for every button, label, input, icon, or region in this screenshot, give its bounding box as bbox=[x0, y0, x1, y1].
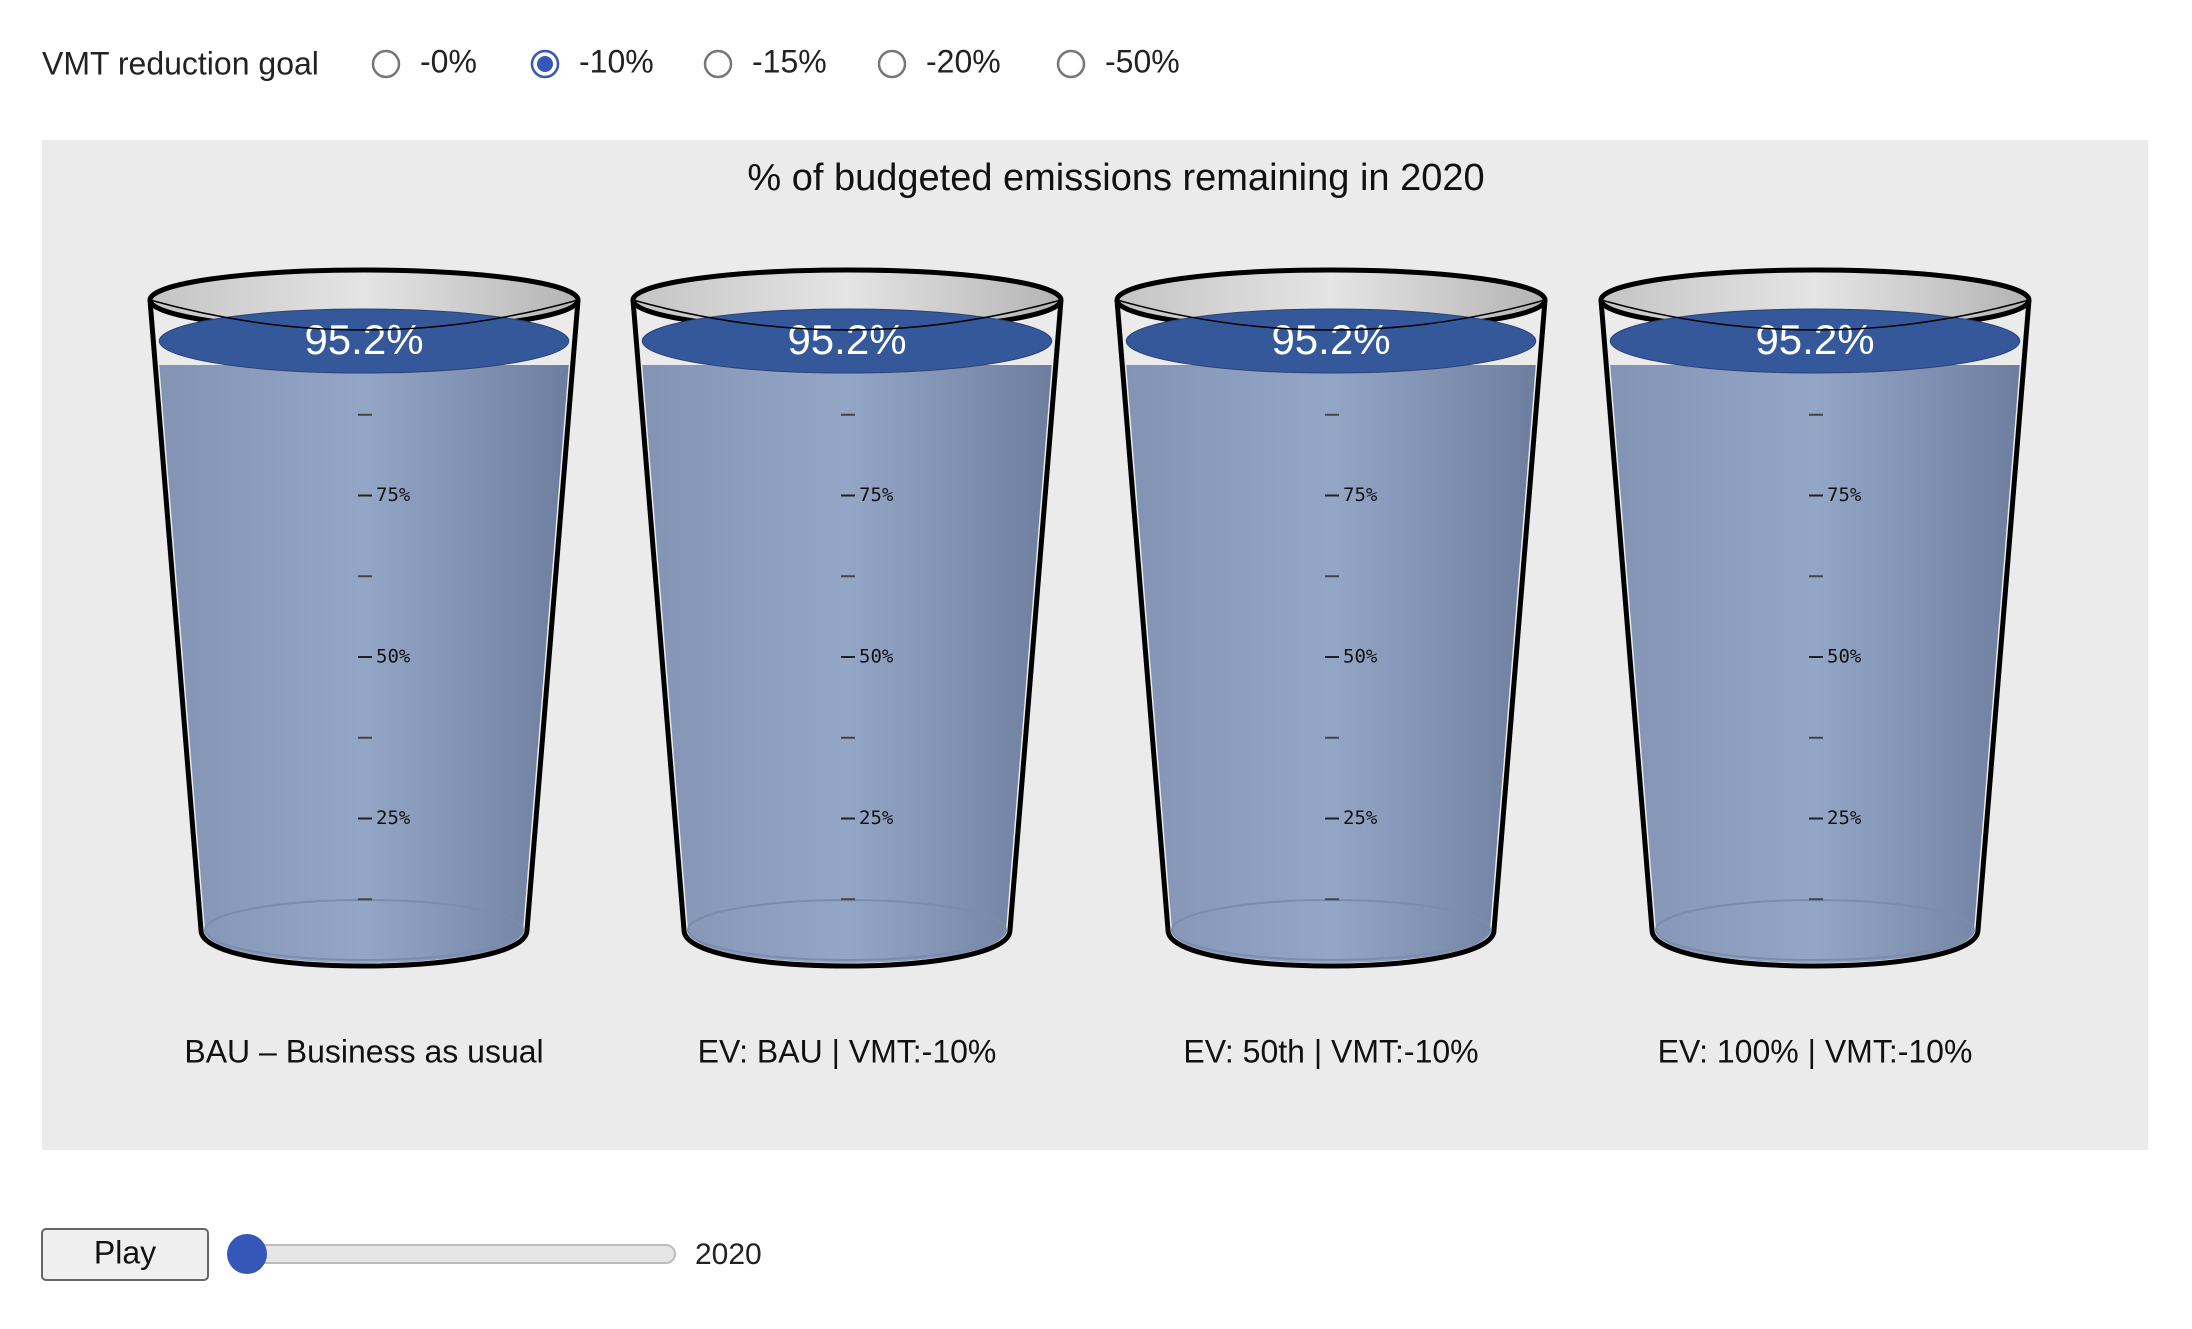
value-label: 95.2% bbox=[304, 316, 423, 363]
liquid bbox=[1610, 365, 2020, 963]
radio[interactable] bbox=[877, 49, 907, 79]
tick-label: 25% bbox=[376, 807, 411, 829]
tick-label: 50% bbox=[1827, 646, 1862, 668]
radio[interactable] bbox=[371, 49, 401, 79]
category-label: EV: 50th | VMT:-10% bbox=[1183, 1033, 1478, 1069]
tick-label: 50% bbox=[376, 646, 411, 668]
category-label: EV: 100% | VMT:-10% bbox=[1658, 1033, 1973, 1069]
cup-rim-front bbox=[1116, 299, 1546, 331]
tick-label: 75% bbox=[1827, 484, 1862, 506]
liquid bbox=[1126, 365, 1536, 963]
radio-label: -50% bbox=[1105, 43, 1180, 79]
slider-thumb[interactable] bbox=[227, 1234, 267, 1274]
radio-label: -20% bbox=[926, 43, 1001, 79]
tick-label: 25% bbox=[1343, 807, 1378, 829]
control-label: VMT reduction goal bbox=[42, 45, 319, 81]
chart-title: % of budgeted emissions remaining in 202… bbox=[747, 157, 1484, 199]
radio[interactable] bbox=[703, 49, 733, 79]
play-button[interactable] bbox=[41, 1228, 209, 1281]
cup-rim-front bbox=[1600, 299, 2030, 331]
value-label: 95.2% bbox=[1271, 316, 1390, 363]
radio-dot bbox=[537, 56, 553, 72]
cup-outline bbox=[630, 299, 1064, 969]
radio-label: -10% bbox=[579, 43, 654, 79]
year-slider[interactable] bbox=[244, 1244, 676, 1264]
tick-label: 25% bbox=[1827, 807, 1862, 829]
category-label: EV: BAU | VMT:-10% bbox=[698, 1033, 997, 1069]
cup-rim-front bbox=[632, 299, 1062, 331]
liquid-surface bbox=[641, 308, 1053, 374]
cup-outline bbox=[147, 299, 581, 969]
tick-label: 75% bbox=[859, 484, 894, 506]
year-label: 2020 bbox=[695, 1238, 762, 1271]
value-label: 95.2% bbox=[787, 316, 906, 363]
tick-label: 75% bbox=[1343, 484, 1378, 506]
tick-label: 75% bbox=[376, 484, 411, 506]
radio-label: -0% bbox=[420, 43, 477, 79]
liquid bbox=[159, 365, 569, 963]
liquid-surface bbox=[1125, 308, 1537, 374]
cup-outline bbox=[1598, 299, 2032, 969]
value-label: 95.2% bbox=[1755, 316, 1874, 363]
radio[interactable] bbox=[1056, 49, 1086, 79]
cup-outline bbox=[1114, 299, 1548, 969]
radio-label: -15% bbox=[752, 43, 827, 79]
liquid-surface bbox=[1609, 308, 2021, 374]
tick-label: 50% bbox=[1343, 646, 1378, 668]
liquid-surface bbox=[158, 308, 570, 374]
tick-label: 50% bbox=[859, 646, 894, 668]
liquid bbox=[642, 365, 1052, 963]
tick-label: 25% bbox=[859, 807, 894, 829]
play-label: Play bbox=[94, 1234, 156, 1270]
category-label: BAU – Business as usual bbox=[184, 1033, 543, 1069]
cup-rim-front bbox=[149, 299, 579, 331]
